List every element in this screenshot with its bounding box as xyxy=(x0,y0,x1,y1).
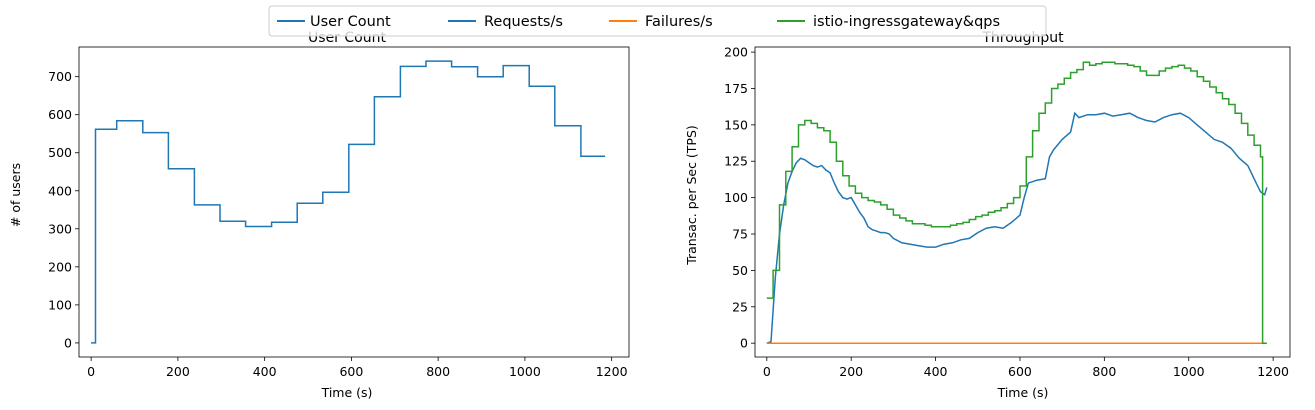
throughput-x-tick-label: 0 xyxy=(763,364,771,379)
throughput-y-tick-label: 25 xyxy=(732,299,748,314)
throughput-x-axis-label: Time (s) xyxy=(997,385,1049,400)
throughput-x-tick-label: 1200 xyxy=(1257,364,1289,379)
user-count-y-tick-label: 100 xyxy=(48,297,72,312)
user-count-chart: User Count Time (s) # of users 0 200 400 60… xyxy=(8,30,630,400)
user-count-series-user-count xyxy=(91,60,606,344)
user-count-y-tick-label: 300 xyxy=(48,221,72,236)
throughput-series-requests-s xyxy=(766,111,1268,344)
user-count-axes-frame xyxy=(78,46,630,358)
throughput-x-tick-label: 400 xyxy=(924,364,948,379)
throughput-y-tick-label: 150 xyxy=(724,117,748,132)
user-count-x-tick-label: 800 xyxy=(426,364,450,379)
user-count-plot-area: 0 200 400 600 800 1000 1200 0 100 200 300 400 500 600… xyxy=(48,46,630,379)
throughput-y-tick-label: 200 xyxy=(724,45,748,60)
throughput-y-axis-label: Transac. per Sec (TPS) xyxy=(684,125,699,266)
user-count-x-tick-label: 600 xyxy=(339,364,363,379)
throughput-y-tick-label: 0 xyxy=(740,336,748,351)
throughput-plot-area: 0 200 400 600 800 1000 1200 0 25 50 75 100 125 150 175… xyxy=(724,45,1291,379)
user-count-y-tick-label: 200 xyxy=(48,259,72,274)
user-count-y-tick-label: 600 xyxy=(48,107,72,122)
throughput-y-tick-label: 100 xyxy=(724,190,748,205)
throughput-y-tick-label: 175 xyxy=(724,81,748,96)
legend-label-failures: Failures/s xyxy=(645,14,713,30)
legend-entry-istio-ingressgateway: istio-ingressgateway&qps xyxy=(777,14,1000,30)
user-count-y-tick-label: 700 xyxy=(48,69,72,84)
throughput-series-istio-ingressgateway-qps xyxy=(766,61,1267,344)
throughput-y-tick-label: 50 xyxy=(732,263,748,278)
legend: User Count Requests/s Failures/s istio-i… xyxy=(268,5,1047,37)
throughput-y-tick-label: 75 xyxy=(732,227,748,242)
legend-label-istio-ingressgateway: istio-ingressgateway&qps xyxy=(813,14,1000,30)
legend-entry-user-count: User Count xyxy=(277,14,391,30)
throughput-y-tick-label: 125 xyxy=(724,154,748,169)
throughput-chart: Throughput Time (s) Transac. per Sec (TP… xyxy=(684,30,1291,400)
legend-label-requests: Requests/s xyxy=(484,14,563,30)
throughput-x-tick-label: 800 xyxy=(1092,364,1116,379)
user-count-x-tick-label: 1000 xyxy=(509,364,541,379)
throughput-x-tick-label: 1000 xyxy=(1173,364,1205,379)
user-count-x-tick-label: 1200 xyxy=(596,364,628,379)
user-count-x-tick-label: 0 xyxy=(87,364,95,379)
throughput-axes-frame xyxy=(754,46,1291,358)
user-count-x-tick-label: 400 xyxy=(253,364,277,379)
user-count-x-axis-label: Time (s) xyxy=(321,385,373,400)
throughput-x-tick-label: 200 xyxy=(839,364,863,379)
user-count-y-tick-label: 400 xyxy=(48,183,72,198)
throughput-x-tick-label: 600 xyxy=(1008,364,1032,379)
legend-entry-requests: Requests/s xyxy=(448,14,563,30)
legend-label-user-count: User Count xyxy=(310,14,391,30)
user-count-y-tick-label: 500 xyxy=(48,145,72,160)
legend-frame xyxy=(268,5,1047,37)
user-count-x-tick-label: 200 xyxy=(166,364,190,379)
legend-entry-failures: Failures/s xyxy=(609,14,713,30)
user-count-y-axis-label: # of users xyxy=(8,163,23,227)
user-count-y-tick-label: 0 xyxy=(64,335,72,350)
